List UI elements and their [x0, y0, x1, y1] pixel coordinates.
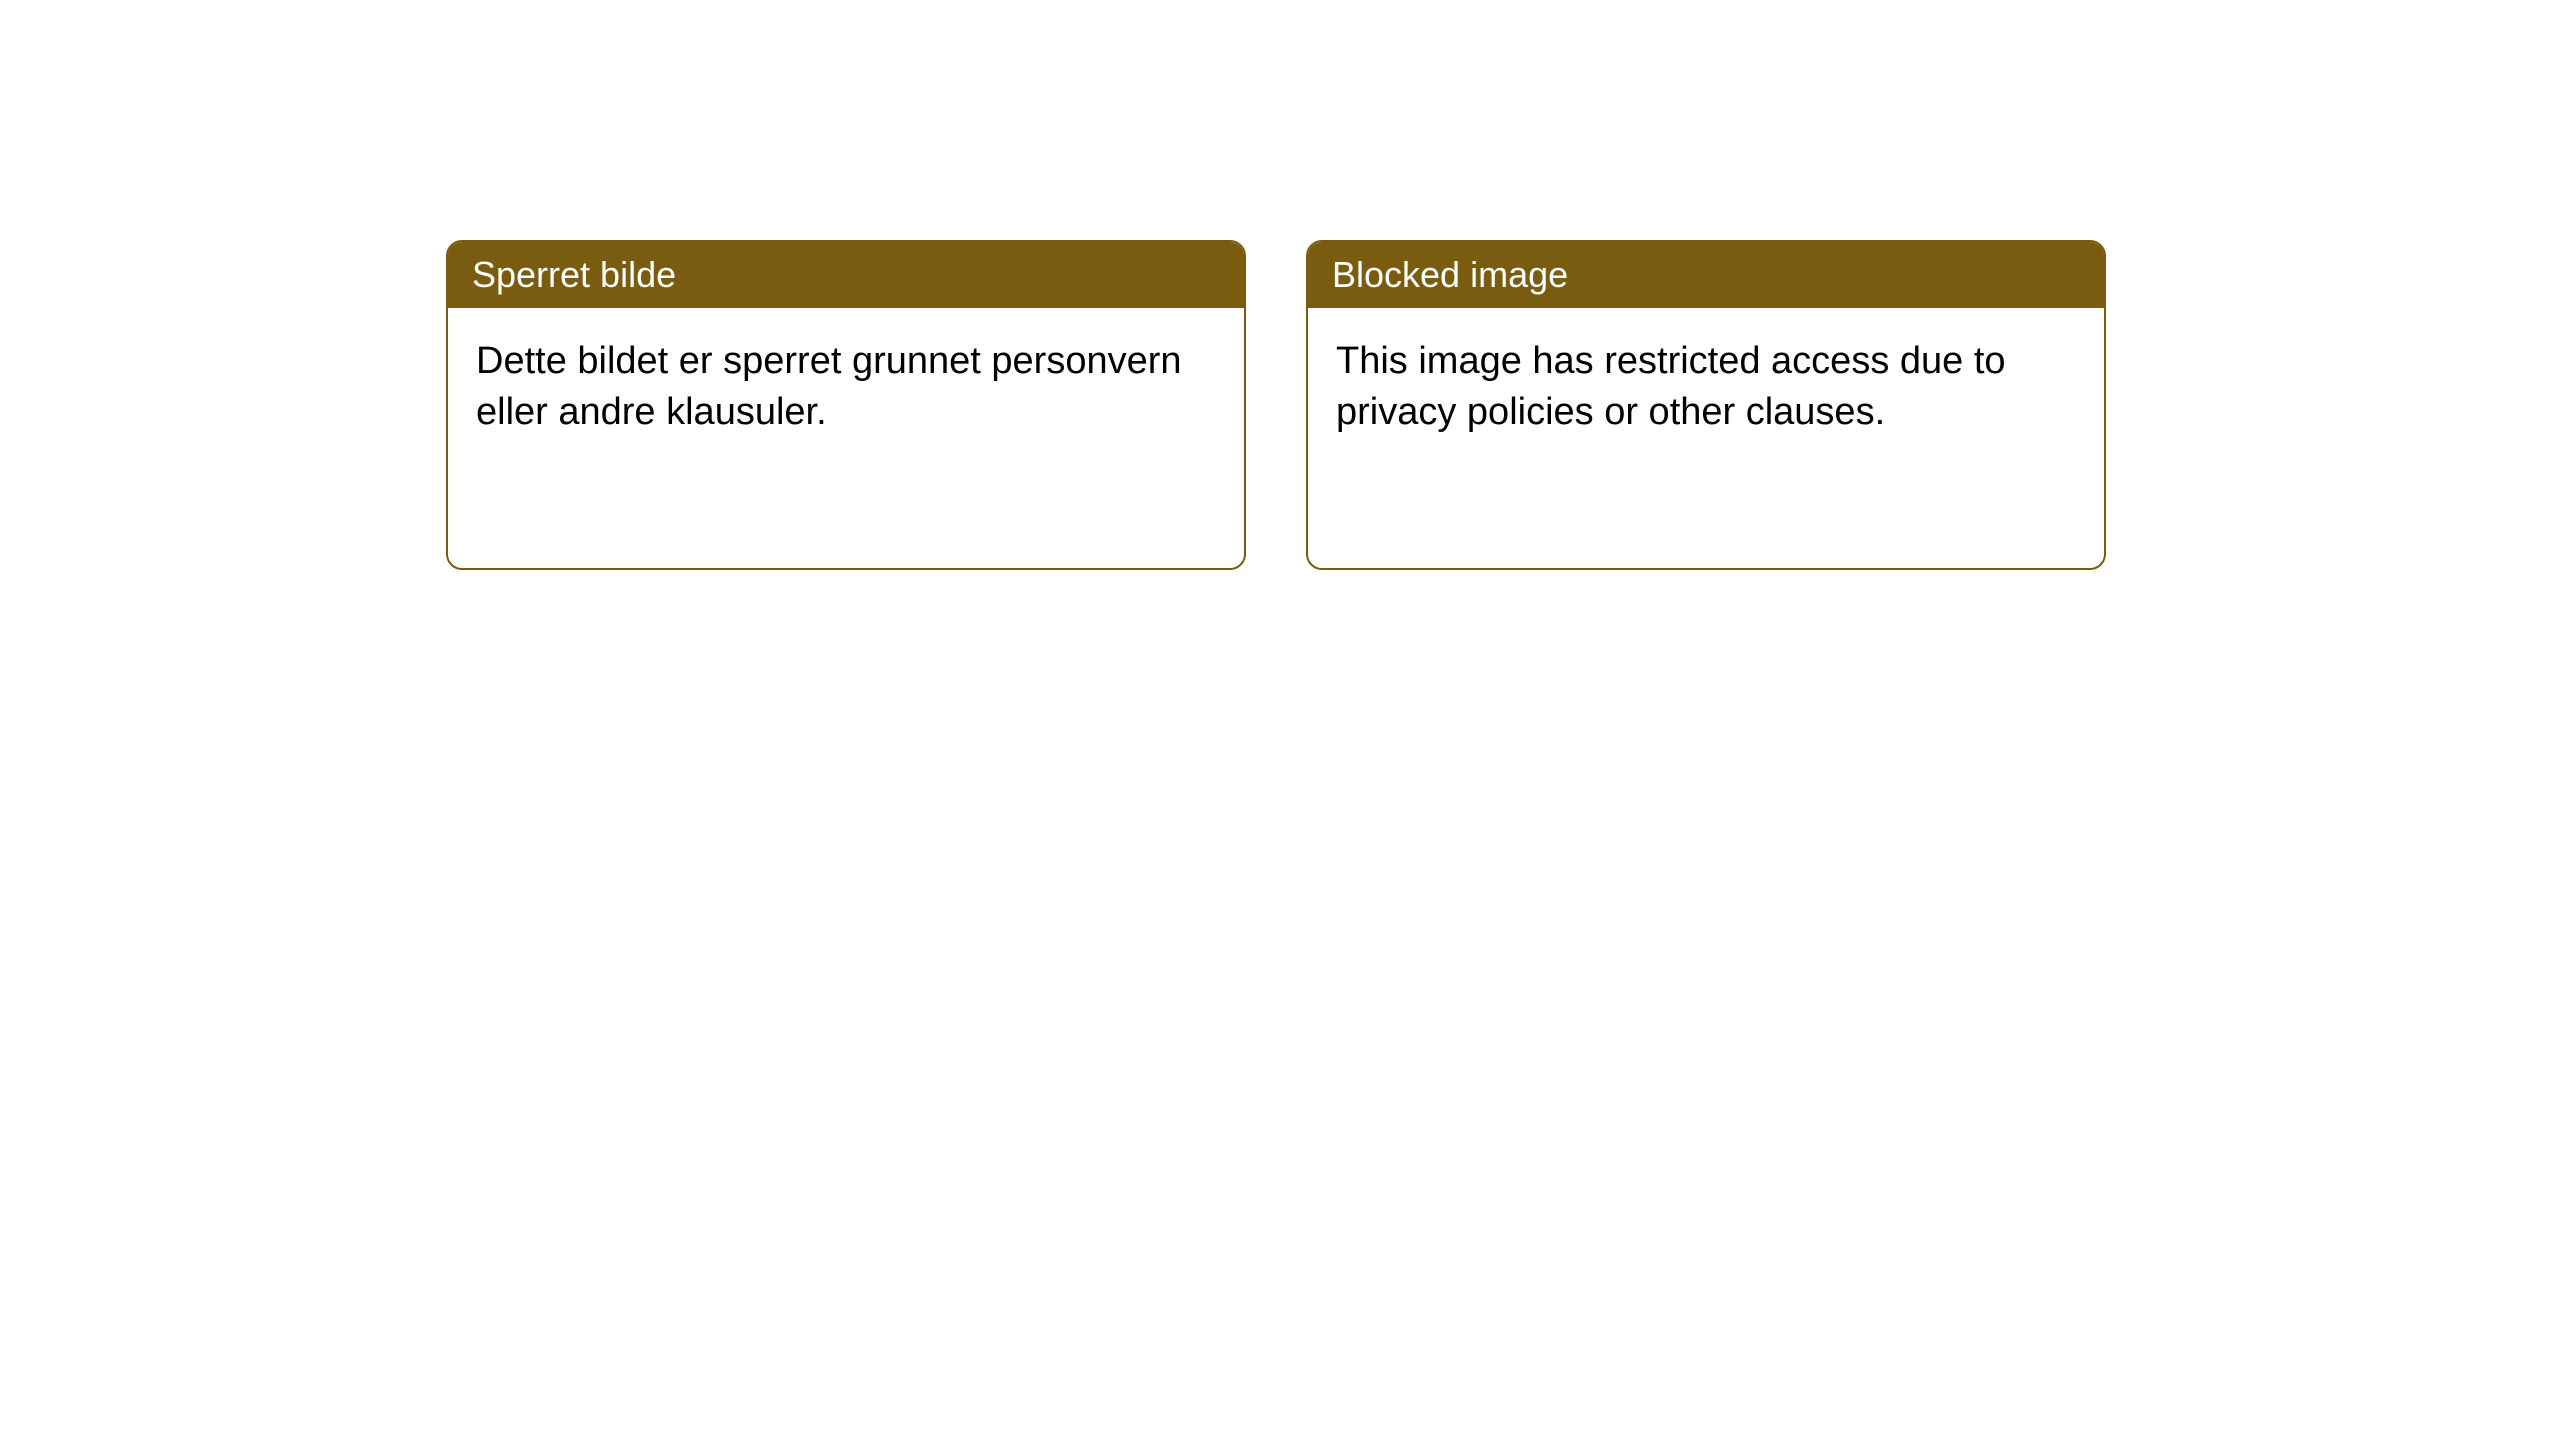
notice-body-text: Dette bildet er sperret grunnet personve… — [476, 340, 1182, 433]
notices-container: Sperret bilde Dette bildet er sperret gr… — [446, 240, 2106, 570]
notice-title: Sperret bilde — [472, 254, 676, 295]
notice-box-english: Blocked image This image has restricted … — [1306, 240, 2106, 570]
notice-title: Blocked image — [1332, 254, 1568, 295]
notice-header: Sperret bilde — [448, 242, 1244, 308]
notice-header: Blocked image — [1308, 242, 2104, 308]
notice-body: Dette bildet er sperret grunnet personve… — [448, 308, 1244, 467]
notice-body: This image has restricted access due to … — [1308, 308, 2104, 467]
notice-box-norwegian: Sperret bilde Dette bildet er sperret gr… — [446, 240, 1246, 570]
notice-body-text: This image has restricted access due to … — [1336, 340, 2006, 433]
